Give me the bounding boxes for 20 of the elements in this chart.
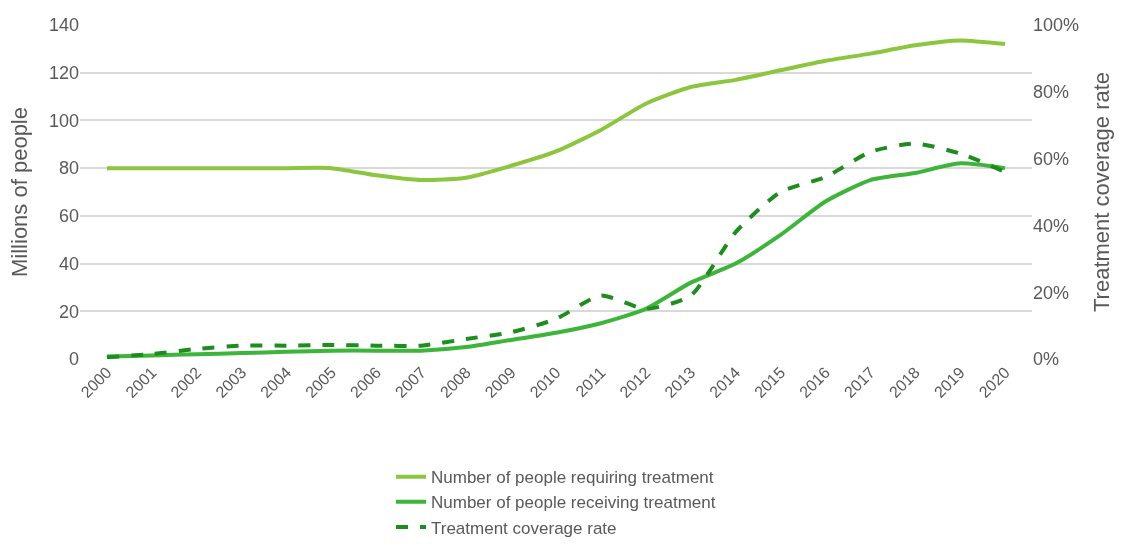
y-tick-label: 140 <box>48 15 79 36</box>
y-tick-label: 120 <box>48 63 79 84</box>
y-tick-label: 100 <box>48 110 79 131</box>
y2-tick-label: 40% <box>1033 215 1070 236</box>
line-series <box>104 38 1008 183</box>
legend-label: Number of people receiving treatment <box>431 493 716 513</box>
y2-tick-label: 0% <box>1033 349 1060 370</box>
y2-tick-label: 80% <box>1033 82 1070 103</box>
legend-label: Treatment coverage rate <box>431 518 617 538</box>
y2-tick-label: 20% <box>1033 282 1070 303</box>
y2-tick-label: 60% <box>1033 148 1070 169</box>
y2-axis-title: Treatment coverage rate <box>1088 71 1114 313</box>
y-tick-label: 0 <box>68 349 79 370</box>
y-tick-label: 20 <box>58 301 79 322</box>
legend-label: Number of people requiring treatment <box>431 468 714 488</box>
y-tick-label: 60 <box>58 206 79 227</box>
y-axis-title: Millions of people <box>6 107 32 277</box>
y-tick-label: 40 <box>58 253 79 274</box>
y-tick-label: 80 <box>58 158 79 179</box>
y2-tick-label: 100% <box>1033 15 1080 36</box>
